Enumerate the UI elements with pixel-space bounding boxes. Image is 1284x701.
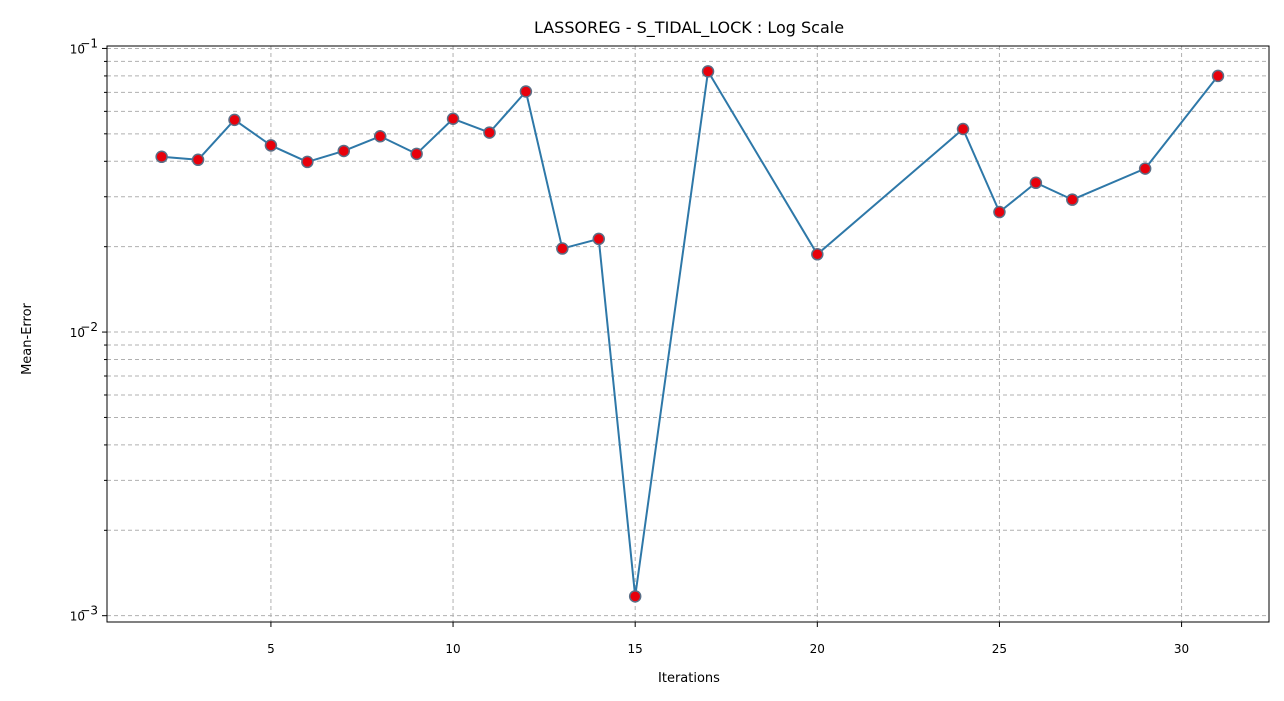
- chart-title: LASSOREG - S_TIDAL_LOCK : Log Scale: [534, 18, 844, 38]
- y-tick-exponent: −1: [80, 36, 98, 50]
- y-tick-label: 10: [70, 42, 85, 56]
- data-point: [956, 122, 970, 136]
- data-point: [1211, 69, 1225, 83]
- grid: [107, 46, 1269, 622]
- x-tick-label: 30: [1174, 642, 1189, 656]
- data-point: [191, 153, 205, 167]
- data-point: [155, 150, 168, 164]
- x-tick-label: 5: [267, 642, 275, 656]
- y-axis-label: Mean-Error: [20, 302, 35, 374]
- y-tick-label: 10: [70, 610, 85, 624]
- data-point: [592, 232, 606, 246]
- data-point: [993, 205, 1006, 219]
- x-axis-label: Iterations: [658, 671, 720, 686]
- points-group: [155, 65, 1225, 603]
- data-point: [446, 112, 460, 126]
- data-point: [1138, 162, 1152, 175]
- data-point: [410, 147, 423, 161]
- data-point: [337, 144, 351, 158]
- data-point: [483, 126, 496, 139]
- x-axis-ticks: 5 10 15 20 25 30: [267, 622, 1189, 656]
- y-tick-label: 10: [70, 326, 85, 340]
- data-point: [1029, 176, 1043, 190]
- data-point: [373, 130, 387, 143]
- x-tick-label: 20: [810, 642, 825, 656]
- data-point: [556, 242, 569, 255]
- y-tick-exponent: −2: [80, 320, 98, 334]
- data-point: [811, 248, 824, 261]
- data-point: [701, 65, 715, 78]
- series-line: [161, 70, 1219, 598]
- x-tick-label: 15: [628, 642, 643, 656]
- y-axis-ticks: 10−310−210−1: [70, 36, 107, 624]
- x-tick-label: 10: [445, 642, 460, 656]
- data-point: [264, 139, 278, 152]
- data-point: [519, 85, 533, 98]
- data-point: [228, 113, 241, 127]
- data-point: [1066, 193, 1079, 206]
- y-tick-exponent: −3: [80, 604, 98, 618]
- x-tick-label: 25: [992, 642, 1007, 656]
- plot-frame: [106, 45, 1270, 623]
- data-point: [301, 155, 314, 169]
- series-line-group: [161, 70, 1219, 598]
- data-point: [628, 590, 642, 603]
